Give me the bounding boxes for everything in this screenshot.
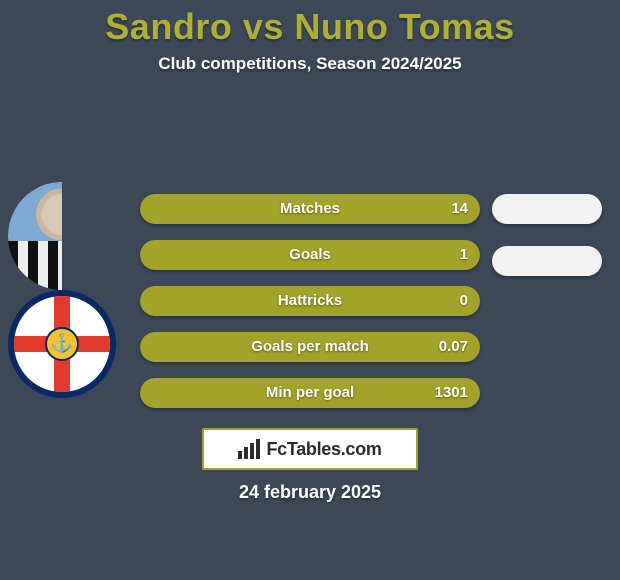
stat-value: 14 [451, 194, 468, 224]
stat-value: 0 [460, 286, 468, 316]
player-photo [8, 182, 116, 290]
stat-label: Min per goal [266, 378, 354, 408]
stat-bar: Goals per match 0.07 [140, 332, 480, 362]
avatar-photo-half [8, 182, 116, 290]
bar-chart-icon [238, 439, 260, 459]
stat-bar: Matches 14 [140, 194, 480, 224]
brand-label: FcTables.com [266, 439, 381, 460]
stat-bars: Matches 14 Goals 1 Hattricks 0 Goals per… [140, 194, 480, 424]
stat-value: 1301 [435, 378, 468, 408]
opponent-pills [492, 194, 602, 298]
stat-bar: Hattricks 0 [140, 286, 480, 316]
stat-value: 0.07 [439, 332, 468, 362]
stat-value: 1 [460, 240, 468, 270]
page-title: Sandro vs Nuno Tomas [0, 0, 620, 48]
stat-bar: Min per goal 1301 [140, 378, 480, 408]
stat-label: Matches [280, 194, 340, 224]
opponent-pill [492, 246, 602, 276]
player-left-avatar [8, 182, 116, 290]
player-right-club-badge: ⚓ [8, 290, 116, 398]
stat-bar: Goals 1 [140, 240, 480, 270]
stat-label: Goals per match [251, 332, 369, 362]
stat-label: Goals [289, 240, 331, 270]
stat-label: Hattricks [278, 286, 342, 316]
brand-badge: FcTables.com [202, 428, 418, 470]
infographic-date: 24 february 2025 [0, 482, 620, 503]
opponent-pill [492, 194, 602, 224]
player-avatars: ⚓ [8, 182, 116, 398]
subtitle: Club competitions, Season 2024/2025 [0, 54, 620, 74]
anchor-icon: ⚓ [51, 333, 73, 354]
